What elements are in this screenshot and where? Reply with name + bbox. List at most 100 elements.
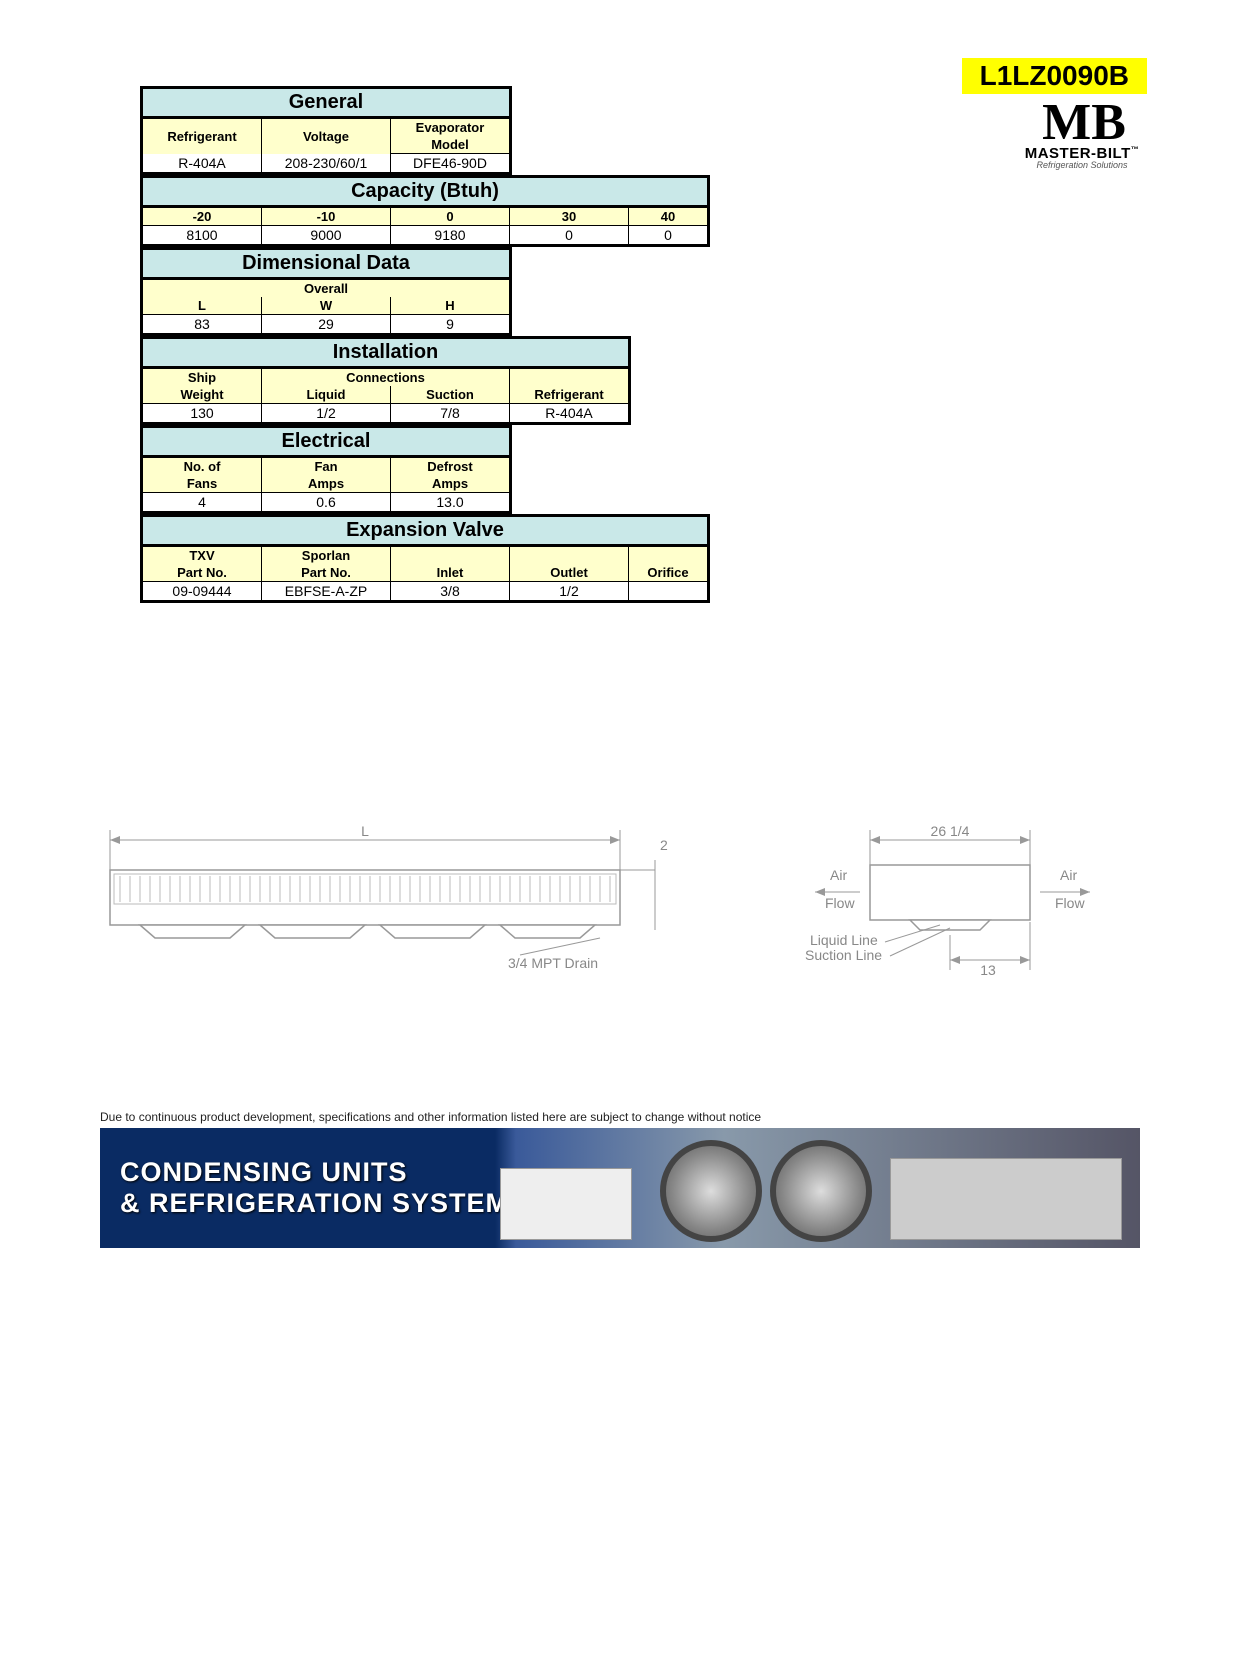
general-hdr-evap2: Model bbox=[391, 136, 511, 154]
footer-banner: CONDENSING UNITS & REFRIGERATION SYSTEMS bbox=[100, 1128, 1140, 1248]
model-number-box: L1LZ0090B bbox=[962, 58, 1147, 94]
dim-hdr-W: W bbox=[262, 297, 391, 315]
flow-right: Flow bbox=[1055, 895, 1085, 911]
dim-val-0: 83 bbox=[142, 315, 262, 335]
suction-line-label: Suction Line bbox=[805, 947, 882, 963]
cap-val-2: 9180 bbox=[391, 226, 510, 246]
elec-h1-1: Fan bbox=[262, 457, 391, 476]
exp-val-1: EBFSE-A-ZP bbox=[262, 582, 391, 602]
dimensional-table: Dimensional Data Overall L W H 83 29 9 bbox=[140, 247, 512, 336]
general-hdr-evap1: Evaporator bbox=[391, 118, 511, 137]
dim-L-label: L bbox=[361, 823, 369, 839]
spec-sheet-page: L1LZ0090B MB MASTER-BILT™ Refrigeration … bbox=[0, 0, 1237, 1660]
spec-tables: General Refrigerant Voltage Evaporator M… bbox=[140, 86, 710, 603]
exp-h2-0: Part No. bbox=[142, 564, 262, 582]
cap-hdr-2: 0 bbox=[391, 207, 510, 226]
banner-line1: CONDENSING UNITS bbox=[120, 1157, 408, 1187]
exp-title: Expansion Valve bbox=[142, 516, 709, 546]
exp-h1-1: Sporlan bbox=[262, 546, 391, 565]
inst-refr-blank bbox=[510, 368, 630, 387]
exp-val-0: 09-09444 bbox=[142, 582, 262, 602]
front-view-drawing: L 2 1/2 H 3/4 MPT Drain bbox=[100, 820, 670, 1020]
elec-h2-2: Amps bbox=[391, 475, 511, 493]
exp-h1-0: TXV bbox=[142, 546, 262, 565]
drain-label: 3/4 MPT Drain bbox=[508, 955, 598, 971]
exp-h2-1: Part No. bbox=[262, 564, 391, 582]
inst-ship2: Weight bbox=[142, 386, 262, 404]
capacity-table: Capacity (Btuh) -20 -10 0 30 40 8100 900… bbox=[140, 175, 710, 247]
banner-fan-icon bbox=[770, 1140, 872, 1242]
elec-h1-0: No. of bbox=[142, 457, 262, 476]
general-hdr-refrigerant: Refrigerant bbox=[142, 118, 262, 154]
dim-overall: Overall bbox=[142, 279, 511, 298]
flow-left: Flow bbox=[825, 895, 855, 911]
dim-val-1: 29 bbox=[262, 315, 391, 335]
elec-val-1: 0.6 bbox=[262, 493, 391, 513]
exp-h2-4: Orifice bbox=[629, 564, 709, 582]
dim-hdr-L: L bbox=[142, 297, 262, 315]
elec-title: Electrical bbox=[142, 427, 511, 457]
inst-refr: Refrigerant bbox=[510, 386, 630, 404]
cap-val-1: 9000 bbox=[262, 226, 391, 246]
general-val-2: DFE46-90D bbox=[391, 154, 511, 174]
inst-liquid: Liquid bbox=[262, 386, 391, 404]
air-right: Air bbox=[1060, 867, 1077, 883]
air-left: Air bbox=[830, 867, 847, 883]
cap-val-0: 8100 bbox=[142, 226, 262, 246]
logo-tagline: Refrigeration Solutions bbox=[1022, 160, 1142, 170]
cap-hdr-3: 30 bbox=[510, 207, 629, 226]
technical-drawing: L 2 1/2 H 3/4 MPT Drain bbox=[100, 820, 1100, 1020]
general-table: General Refrigerant Voltage Evaporator M… bbox=[140, 86, 512, 175]
logo-mark: MB bbox=[1022, 100, 1142, 147]
dim-hdr-H: H bbox=[391, 297, 511, 315]
disclaimer-text: Due to continuous product development, s… bbox=[100, 1110, 761, 1124]
installation-table: Installation Ship Connections Weight Liq… bbox=[140, 336, 631, 425]
liquid-line-label: Liquid Line bbox=[810, 932, 878, 948]
inst-val-3: R-404A bbox=[510, 404, 630, 424]
cap-val-3: 0 bbox=[510, 226, 629, 246]
banner-fan-icon bbox=[660, 1140, 762, 1242]
capacity-title: Capacity (Btuh) bbox=[142, 177, 709, 207]
side-view-drawing: 26 1/4 Air Flow Air Flow Liquid Line Suc… bbox=[800, 820, 1100, 1020]
inst-val-0: 130 bbox=[142, 404, 262, 424]
elec-val-2: 13.0 bbox=[391, 493, 511, 513]
exp-h2-3: Outlet bbox=[510, 564, 629, 582]
exp-h1-3 bbox=[510, 546, 629, 565]
dim-bottom: 13 bbox=[980, 962, 996, 978]
exp-val-4 bbox=[629, 582, 709, 602]
general-hdr-voltage: Voltage bbox=[262, 118, 391, 154]
inst-val-1: 1/2 bbox=[262, 404, 391, 424]
exp-val-2: 3/8 bbox=[391, 582, 510, 602]
banner-unit-icon bbox=[500, 1168, 632, 1240]
inst-title: Installation bbox=[142, 338, 630, 368]
inst-val-2: 7/8 bbox=[391, 404, 510, 424]
general-val-0: R-404A bbox=[142, 154, 262, 174]
banner-unit-icon bbox=[890, 1158, 1122, 1240]
dim-gap-label: 2 1/2 bbox=[660, 837, 670, 853]
banner-line2: & REFRIGERATION SYSTEMS bbox=[120, 1188, 528, 1218]
elec-val-0: 4 bbox=[142, 493, 262, 513]
dim-top-width: 26 1/4 bbox=[931, 823, 970, 839]
inst-suction: Suction bbox=[391, 386, 510, 404]
exp-h2-2: Inlet bbox=[391, 564, 510, 582]
general-title: General bbox=[142, 88, 511, 118]
general-val-1: 208-230/60/1 bbox=[262, 154, 391, 174]
expansion-table: Expansion Valve TXV Sporlan Part No. Par… bbox=[140, 514, 710, 603]
electrical-table: Electrical No. of Fan Defrost Fans Amps … bbox=[140, 425, 512, 514]
exp-h1-4 bbox=[629, 546, 709, 565]
dim-title: Dimensional Data bbox=[142, 249, 511, 279]
elec-h2-0: Fans bbox=[142, 475, 262, 493]
dim-val-2: 9 bbox=[391, 315, 511, 335]
inst-ship1: Ship bbox=[142, 368, 262, 387]
cap-hdr-0: -20 bbox=[142, 207, 262, 226]
cap-hdr-4: 40 bbox=[629, 207, 709, 226]
exp-h1-2 bbox=[391, 546, 510, 565]
cap-hdr-1: -10 bbox=[262, 207, 391, 226]
exp-val-3: 1/2 bbox=[510, 582, 629, 602]
banner-text: CONDENSING UNITS & REFRIGERATION SYSTEMS bbox=[120, 1157, 528, 1219]
brand-logo: MB MASTER-BILT™ Refrigeration Solutions bbox=[1022, 100, 1142, 170]
elec-h1-2: Defrost bbox=[391, 457, 511, 476]
elec-h2-1: Amps bbox=[262, 475, 391, 493]
cap-val-4: 0 bbox=[629, 226, 709, 246]
inst-conn: Connections bbox=[262, 368, 510, 387]
